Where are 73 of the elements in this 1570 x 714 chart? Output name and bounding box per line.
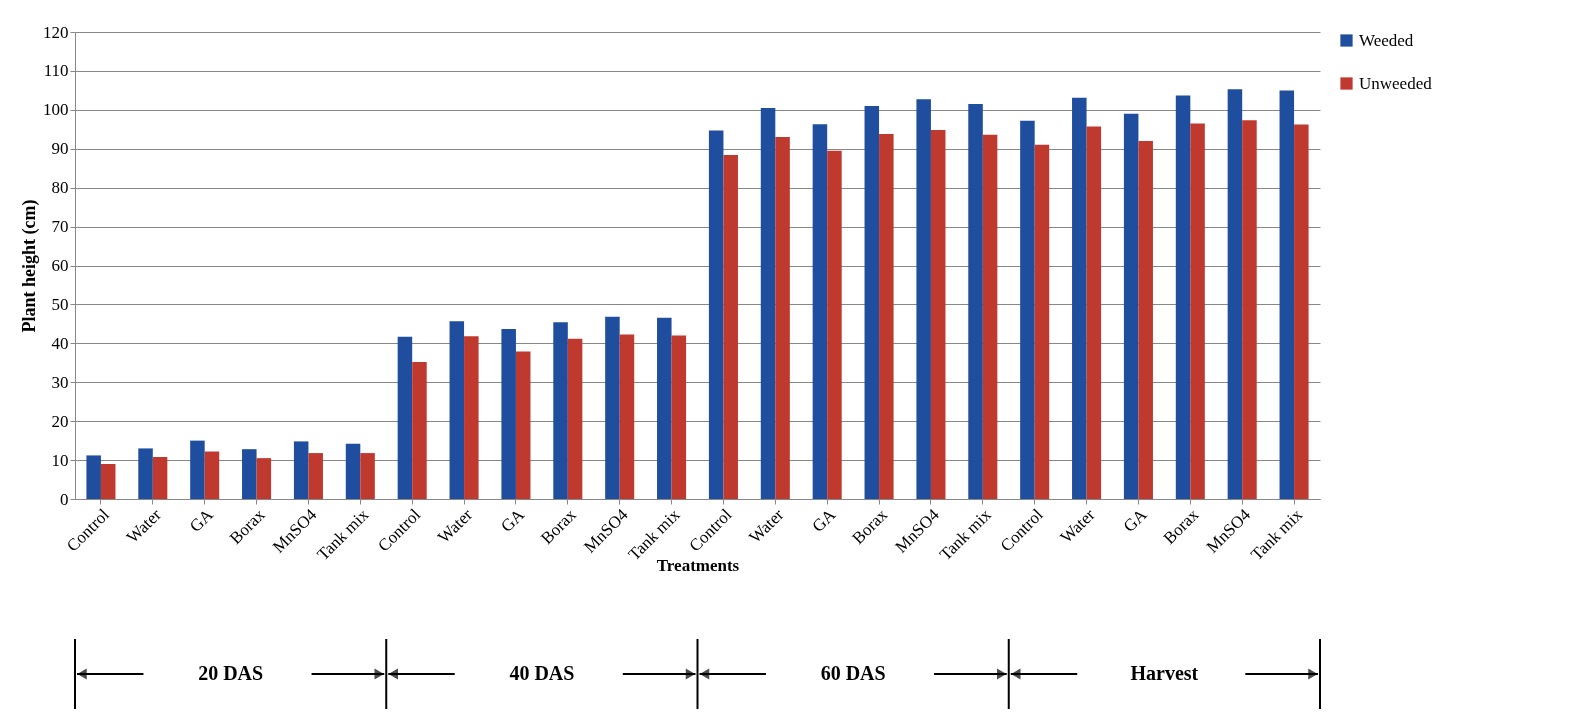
- bar: [100, 463, 116, 499]
- bar: [1227, 89, 1243, 499]
- bar: [360, 453, 375, 499]
- y-tick-label: 40: [51, 333, 69, 353]
- x-axis-title: Treatments: [656, 556, 740, 576]
- y-tick-label: 100: [43, 100, 69, 120]
- bar: [152, 456, 168, 499]
- bar: [1020, 120, 1035, 499]
- bar: [619, 334, 635, 499]
- bar: [1279, 90, 1295, 499]
- bar: [138, 448, 153, 499]
- bar: [827, 150, 842, 499]
- bar: [916, 99, 931, 499]
- bar: [515, 351, 531, 499]
- bar: [412, 362, 427, 499]
- bar: [242, 449, 257, 499]
- y-tick-label: 30: [51, 372, 69, 392]
- bar: [293, 441, 309, 499]
- x-tick-label: GA: [808, 504, 840, 536]
- y-tick-label: 50: [51, 294, 69, 314]
- bar: [760, 107, 776, 499]
- y-tick-label: 70: [51, 217, 69, 237]
- bar: [345, 443, 361, 499]
- bar: [708, 130, 724, 499]
- bar: [1242, 120, 1257, 499]
- bar: [864, 105, 880, 499]
- bar: [982, 134, 998, 499]
- y-tick-label: 120: [43, 22, 69, 42]
- x-tick-label: GA: [1119, 504, 1151, 536]
- text: 60 DAS: [820, 662, 886, 684]
- bar: [464, 336, 479, 499]
- bar: [567, 338, 583, 499]
- bar: [879, 133, 894, 499]
- x-tick-label: GA: [497, 504, 529, 536]
- bar: [1175, 95, 1191, 499]
- bar: [657, 317, 672, 499]
- legend-label: Weeded: [1359, 30, 1414, 50]
- y-tick-label: 0: [60, 489, 69, 509]
- bar: [397, 336, 413, 499]
- bar: [308, 453, 323, 499]
- bar: [190, 440, 205, 499]
- bar: [501, 328, 516, 499]
- bar: [968, 104, 983, 499]
- y-tick-label: 110: [43, 61, 69, 81]
- bar: [553, 322, 568, 499]
- bar: [1294, 124, 1309, 499]
- bar: [1086, 126, 1102, 499]
- text: Harvest: [1130, 662, 1199, 684]
- bar: [1190, 123, 1205, 499]
- bar: [204, 451, 220, 499]
- text: 20 DAS: [198, 662, 264, 684]
- y-tick-label: 20: [51, 411, 69, 431]
- bar: [775, 137, 790, 499]
- legend-label: Unweeded: [1359, 73, 1433, 93]
- bar: [812, 124, 828, 499]
- x-tick-label: GA: [185, 504, 218, 536]
- bar: [1072, 97, 1087, 499]
- bar: [86, 455, 101, 499]
- y-tick-label: 80: [51, 178, 69, 198]
- bar: [723, 154, 738, 499]
- y-tick-label: 90: [51, 139, 69, 159]
- bar: [930, 130, 946, 499]
- bar: [605, 316, 620, 499]
- bar: [1034, 144, 1050, 499]
- bar: [1123, 113, 1139, 499]
- bar: [671, 335, 687, 499]
- y-tick-label: 10: [51, 450, 69, 470]
- y-axis-title: Plant height (cm): [19, 199, 40, 333]
- bar: [1138, 140, 1153, 499]
- bar: [256, 458, 272, 499]
- y-tick-label: 60: [51, 256, 69, 275]
- bar: [449, 321, 465, 499]
- text: 40 DAS: [509, 662, 575, 684]
